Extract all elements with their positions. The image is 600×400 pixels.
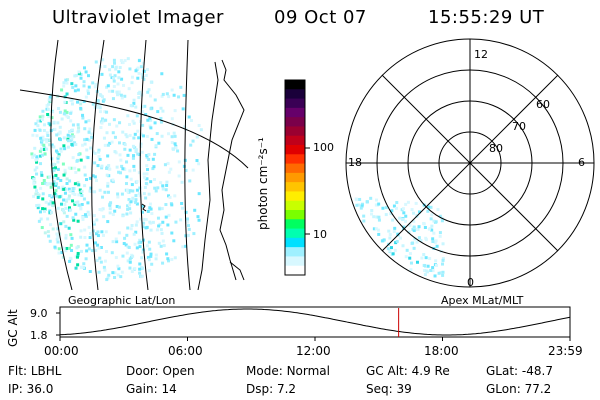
coastline (229, 261, 245, 281)
latitude-line (19, 89, 249, 169)
colorbar-segment (285, 265, 305, 276)
coastline (197, 61, 219, 290)
island (141, 203, 147, 212)
colorbar-segment (285, 89, 305, 100)
mlt-label-12: 12 (474, 48, 488, 61)
gain-status: Gain: 14 (126, 382, 177, 396)
colorbar-segment (285, 126, 305, 137)
longitude-line (139, 39, 149, 290)
mode-status: Mode: Normal (246, 364, 330, 378)
colorbar-tick-10: 10 (313, 228, 327, 241)
colorbar-segment (285, 191, 305, 202)
mlt-label-0: 0 (467, 276, 474, 289)
time-label: 15:55:29 UT (428, 7, 545, 28)
gc-alt-status: GC Alt: 4.9 Re (366, 364, 450, 378)
glon-status: GLon: 77.2 (486, 382, 552, 396)
altitude-ylabel: GC Alt (6, 309, 20, 347)
mlat-label-60: 60 (536, 98, 550, 111)
xtick-2359: 23:59 (548, 344, 583, 358)
mlt-label-6: 6 (578, 156, 585, 169)
coastline (219, 59, 245, 281)
altitude-ytick-1.8: 1.8 (30, 329, 48, 342)
geographic-latlon-label: Geographic Lat/Lon (68, 294, 176, 307)
xtick-0600: 06:00 (168, 344, 203, 358)
apex-mlat-mlt-label: Apex MLat/MLT (441, 294, 524, 307)
colorbar-tick-100: 100 (313, 141, 334, 154)
colorbar-segment (285, 163, 305, 174)
seq-status: Seq: 39 (366, 382, 412, 396)
colorbar-segment (285, 256, 305, 267)
aurora-emission (30, 57, 203, 282)
colorbar-segment (285, 154, 305, 165)
colorbar-segment (285, 145, 305, 155)
ip-status: IP: 36.0 (8, 382, 54, 396)
longitude-line (91, 39, 105, 290)
mlat-label-80: 80 (489, 142, 503, 155)
longitude-line (184, 39, 191, 290)
mlat-label-70: 70 (512, 120, 526, 133)
date-label: 09 Oct 07 (274, 7, 367, 28)
colorbar-segment (285, 98, 305, 109)
colorbar-segment (285, 107, 305, 118)
colorbar-segment (285, 228, 305, 239)
colorbar-segment (285, 117, 305, 128)
xtick-0000: 00:00 (44, 344, 79, 358)
colorbar-segment (285, 247, 305, 258)
filter-status: Flt: LBHL (8, 364, 62, 378)
colorbar-segment (285, 135, 305, 146)
mlt-label-18: 18 (348, 156, 362, 169)
altitude-curve (59, 308, 571, 336)
glat-status: GLat: -48.7 (486, 364, 553, 378)
colorbar-segment (285, 80, 305, 90)
colorbar-segment (285, 210, 305, 220)
colorbar-segment (285, 219, 305, 230)
instrument-title: Ultraviolet Imager (52, 7, 224, 28)
altitude-ytick-9: 9.0 (30, 307, 48, 320)
xtick-1800: 18:00 (424, 344, 459, 358)
colorbar-segment (285, 172, 305, 183)
colorbar-segment (285, 182, 305, 193)
colorbar-segment (285, 237, 305, 248)
door-status: Door: Open (126, 364, 195, 378)
colorbar-segment (285, 200, 305, 211)
xtick-1200: 12:00 (296, 344, 331, 358)
dsp-status: Dsp: 7.2 (246, 382, 297, 396)
longitude-line (50, 39, 73, 290)
